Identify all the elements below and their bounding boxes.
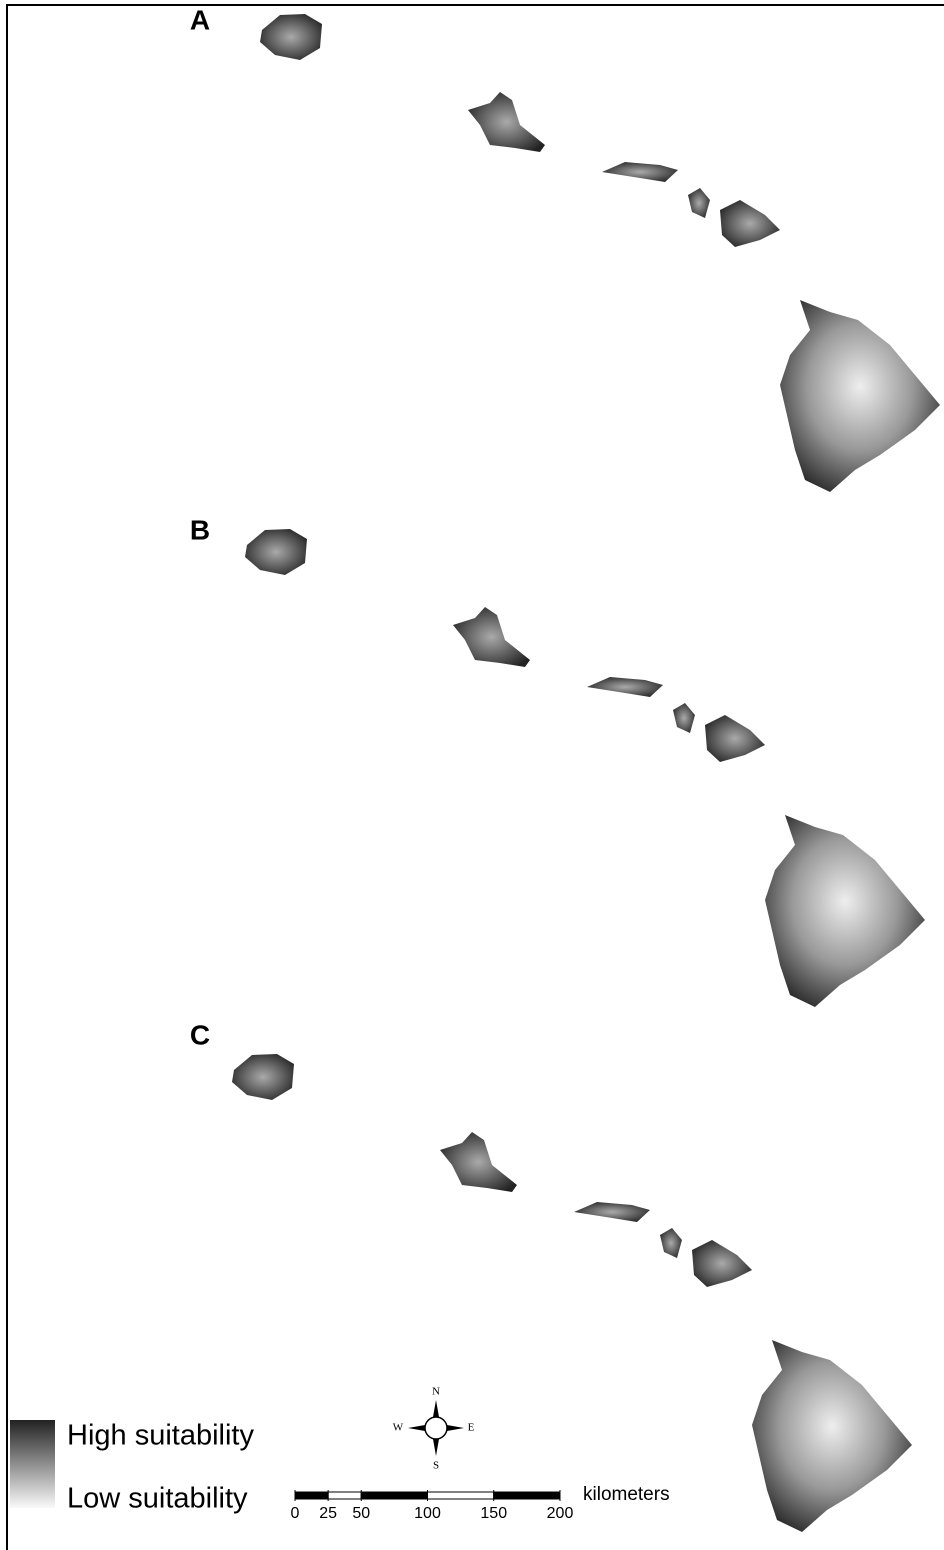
compass-n: N bbox=[432, 1386, 440, 1398]
scale-unit: kilometers bbox=[583, 1484, 670, 1505]
legend-low: Low suitability bbox=[67, 1483, 248, 1515]
scale-segment bbox=[428, 1492, 494, 1499]
compass-e: E bbox=[468, 1422, 475, 1434]
compass-s: S bbox=[433, 1460, 439, 1472]
scale-segment bbox=[361, 1492, 427, 1499]
compass bbox=[408, 1400, 464, 1456]
islands-a bbox=[260, 14, 940, 492]
scale-segment bbox=[328, 1492, 361, 1499]
scale-tick-label: 0 bbox=[291, 1505, 300, 1522]
panel-label: C bbox=[190, 1019, 210, 1050]
scale-segment bbox=[494, 1492, 560, 1499]
islands-c bbox=[232, 1054, 912, 1532]
scale-tick-label: 200 bbox=[547, 1505, 574, 1522]
scale-tick-label: 150 bbox=[480, 1505, 507, 1522]
scale-tick-label: 25 bbox=[319, 1505, 337, 1522]
figure: A B C High suitability Low suitability N… bbox=[0, 0, 944, 1550]
scale-tick-label: 100 bbox=[414, 1505, 441, 1522]
scale-tick-label: 50 bbox=[352, 1505, 370, 1522]
legend-high: High suitability bbox=[67, 1420, 254, 1452]
panel-label: B bbox=[190, 514, 210, 545]
islands-b bbox=[245, 529, 925, 1007]
compass-w: W bbox=[393, 1422, 404, 1434]
panel-label: A bbox=[190, 4, 210, 35]
legend-ramp bbox=[10, 1420, 55, 1508]
frame bbox=[7, 5, 944, 1550]
scale-segment bbox=[295, 1492, 328, 1499]
